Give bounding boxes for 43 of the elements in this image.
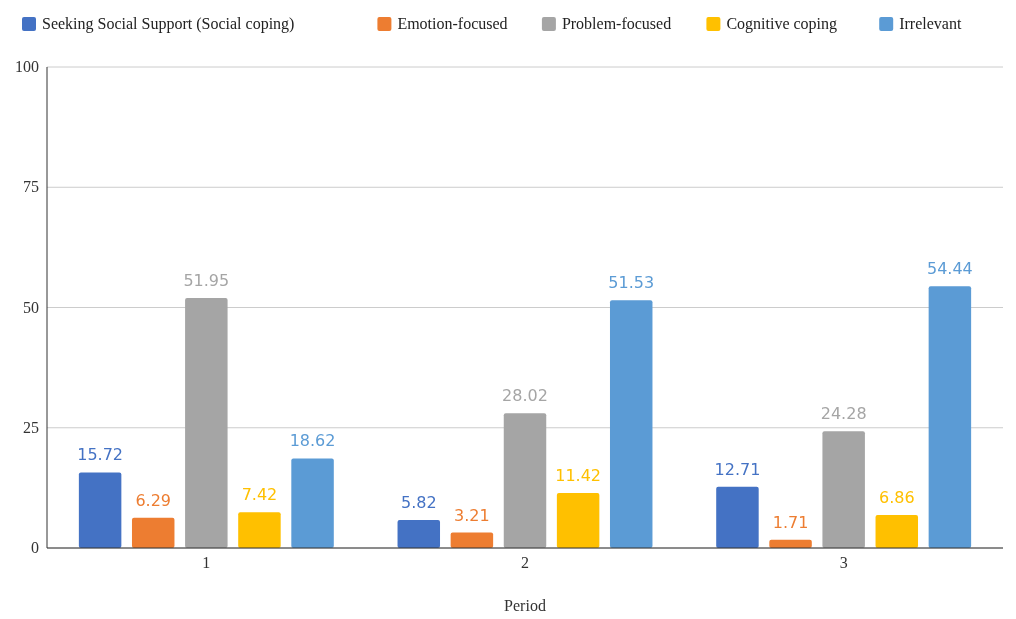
- y-tick-label: 50: [23, 298, 39, 316]
- data-label: 24.28: [820, 404, 867, 424]
- bar: [238, 512, 281, 548]
- bar: [291, 458, 334, 548]
- legend-label: Problem-focused: [561, 15, 672, 32]
- y-tick-label: 100: [15, 58, 39, 75]
- y-tick-label: 0: [31, 539, 39, 556]
- bar: [928, 286, 972, 548]
- data-label: 11.42: [555, 466, 602, 486]
- data-label: 15.72: [77, 445, 124, 465]
- data-label: 51.53: [608, 273, 655, 293]
- x-tick-label: 3: [839, 554, 848, 571]
- bar: [78, 472, 122, 548]
- legend-label: Irrelevant: [899, 15, 962, 32]
- data-label: 28.02: [502, 386, 548, 406]
- legend-label: Cognitive coping: [726, 15, 838, 33]
- bar: [875, 515, 919, 548]
- bar: [609, 300, 653, 548]
- data-label: 6.29: [135, 490, 172, 510]
- x-tick-label: 1: [202, 554, 211, 571]
- x-axis-title: Period: [504, 597, 546, 614]
- data-label: 7.42: [241, 485, 278, 505]
- x-tick-label: 2: [521, 554, 529, 571]
- data-label: 1.71: [772, 512, 809, 532]
- legend-label: Emotion-focused: [397, 15, 508, 32]
- bar: [185, 298, 228, 548]
- data-label: 6.86: [878, 488, 915, 507]
- y-tick-label: 25: [23, 418, 39, 436]
- bar: [822, 431, 865, 548]
- bar: [450, 532, 494, 548]
- bar: [716, 486, 759, 548]
- data-label: 3.21: [454, 505, 490, 525]
- legend-label: Seeking Social Support (Social coping): [42, 15, 295, 33]
- bar: [397, 520, 441, 548]
- bar: [131, 517, 175, 548]
- data-label: 51.95: [183, 271, 230, 291]
- bar: [556, 493, 600, 548]
- data-label: 5.82: [400, 493, 437, 513]
- y-tick-label: 75: [23, 178, 39, 196]
- bar: [503, 413, 547, 548]
- data-label: 12.71: [714, 459, 761, 479]
- data-label: 54.44: [926, 259, 973, 279]
- data-label: 18.62: [289, 431, 336, 451]
